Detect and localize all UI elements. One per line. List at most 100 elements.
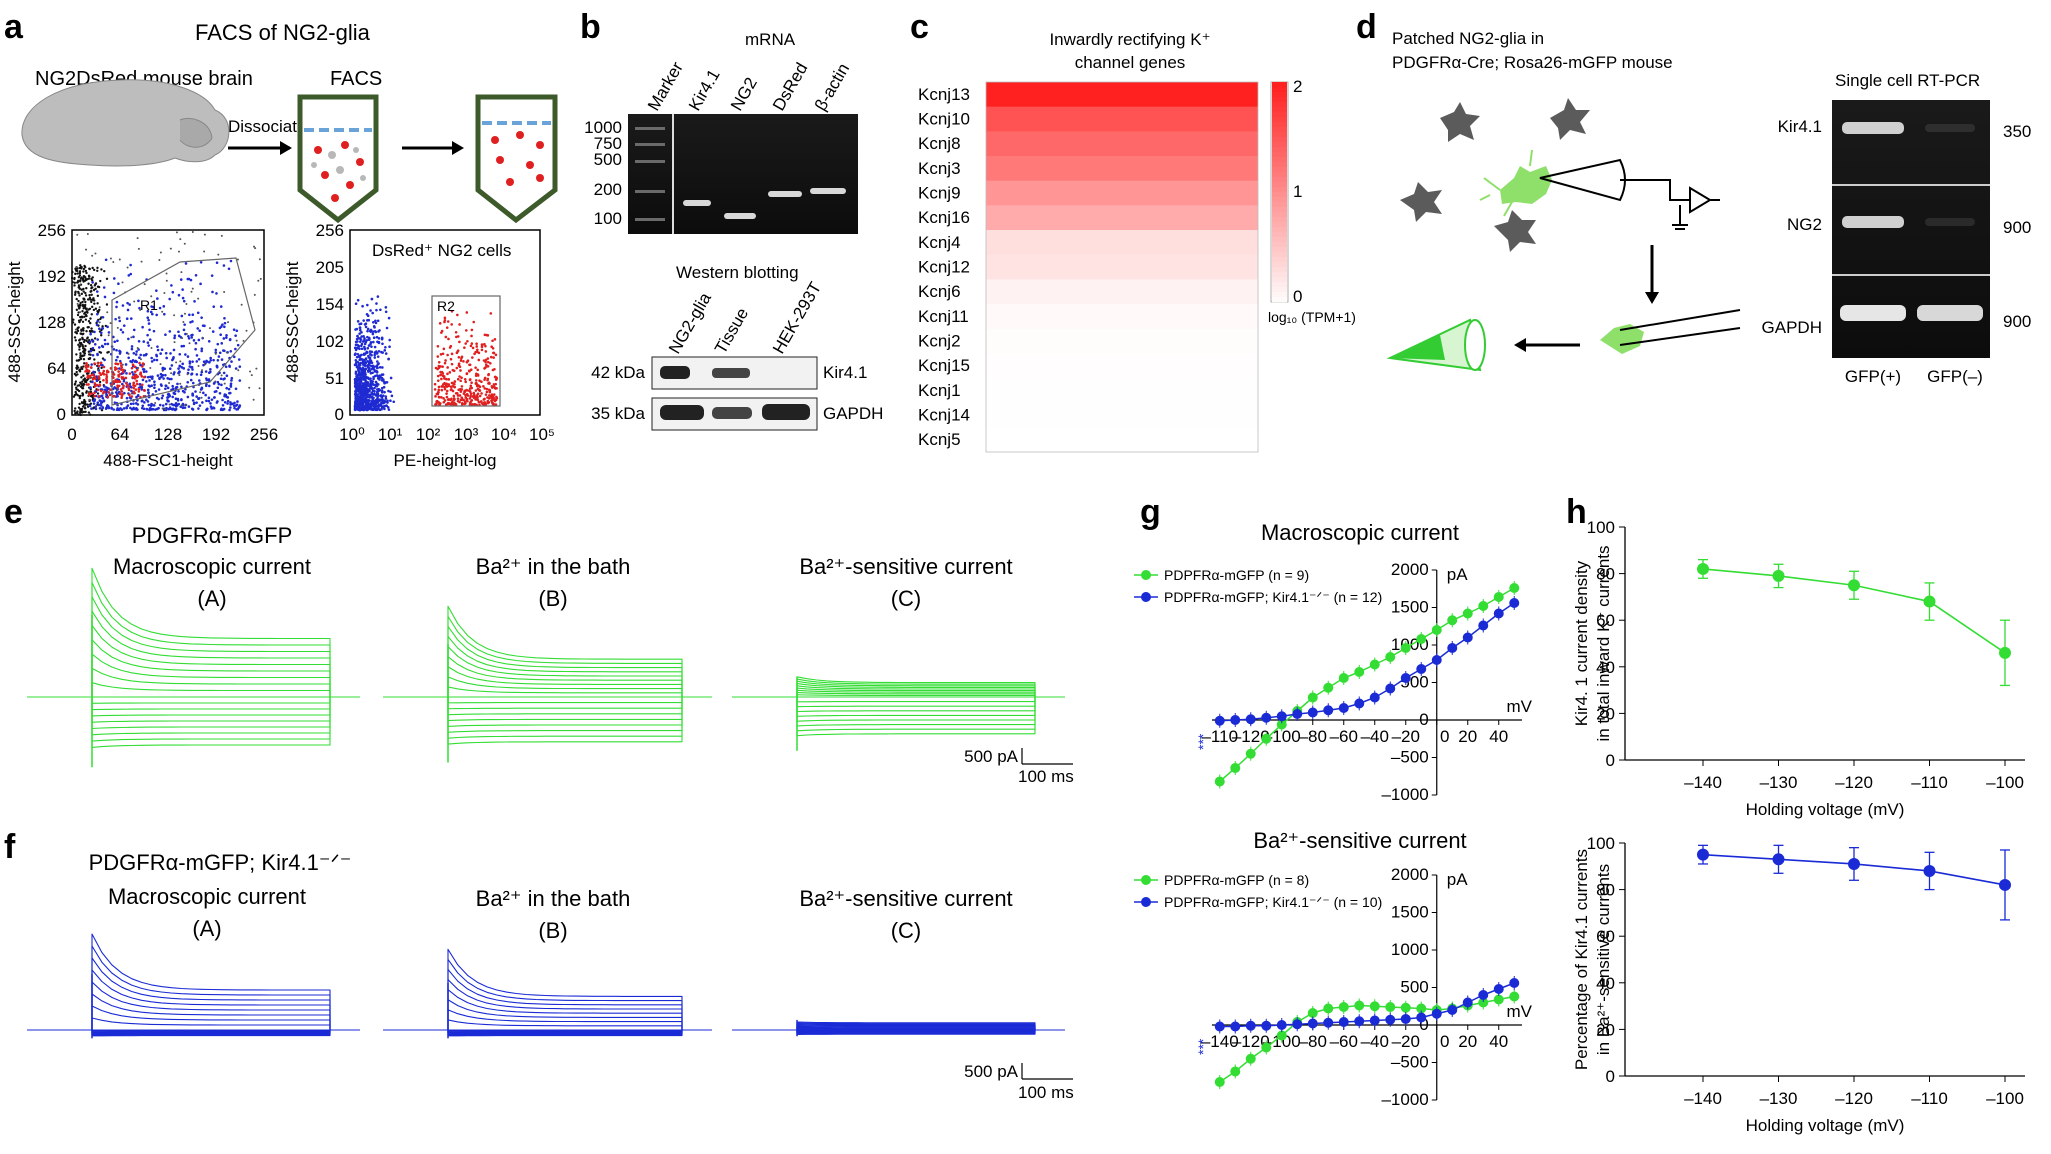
current-trace (27, 696, 360, 742)
current-trace (383, 666, 712, 698)
heatmap-cell-kcnj15 (986, 353, 1258, 379)
iv-point (1509, 583, 1520, 593)
mrna-title: mRNA (745, 30, 796, 49)
current-trace (383, 615, 712, 698)
heatmap-cell-kcnj10 (986, 106, 1258, 132)
heatmap-cell-kcnj4 (986, 230, 1258, 256)
iv-point (1416, 1003, 1427, 1014)
iv-point (1245, 1020, 1256, 1031)
plot1-ylabel: 488-SSC-height (5, 261, 24, 382)
traces-e (27, 567, 1065, 768)
facs-plot-2: R2 DsRed⁺ NG2 cells 256 205 154 102 51 0… (283, 221, 555, 470)
current-trace (383, 1029, 712, 1035)
iv-xtick: 0 (1440, 727, 1449, 746)
current-trace (383, 625, 712, 698)
e-label-b: (B) (538, 586, 567, 611)
iv-unit-x: mV (1507, 1002, 1533, 1021)
iv-point (1338, 1002, 1349, 1012)
iv-point (1400, 1002, 1411, 1013)
patch-title-1: Patched NG2-glia in (1392, 29, 1544, 48)
h-xtick: –130 (1760, 773, 1798, 792)
iv-point (1230, 1066, 1241, 1077)
iv-xtick: 0 (1440, 1032, 1449, 1051)
iv-point (1431, 655, 1442, 665)
panel-f: f PDGFRα-mGFP; Kir4.1⁻ᐟ⁻ Macroscopic cur… (4, 828, 1074, 1102)
iv-xtick: –110 (1201, 727, 1238, 746)
current-trace (732, 1029, 1065, 1035)
h-ytick: 60 (1596, 927, 1615, 946)
current-trace (27, 696, 360, 717)
plot1-ytick-0: 256 (38, 221, 66, 240)
current-trace (383, 696, 712, 727)
panel-c-letter: c (910, 8, 929, 46)
tube-cone (1386, 318, 1486, 372)
rtpcr-gene-ng2: NG2 (1787, 215, 1822, 234)
iv-point (1369, 1015, 1380, 1026)
current-trace (732, 678, 1065, 698)
current-trace (27, 981, 360, 1031)
iv-point (1493, 608, 1504, 619)
rtpcr-gene-gapdh: GAPDH (1762, 318, 1822, 337)
plot2-xtick-4: 10⁴ (491, 425, 517, 444)
iv-xtick: –100 (1263, 727, 1301, 746)
current-trace (732, 696, 1065, 708)
plot2-ylabel: 488-SSC-height (283, 261, 302, 382)
iv-point (1323, 705, 1334, 716)
gene-label-kcnj16: Kcnj16 (918, 208, 970, 227)
pipette (1539, 158, 1626, 202)
h-point (1923, 864, 1936, 877)
rtpcr-gene-kir41: Kir4.1 (1778, 117, 1822, 136)
h-point (1772, 853, 1785, 866)
gate-r2 (431, 295, 501, 407)
ladder-500: 500 (594, 150, 622, 169)
current-trace (732, 696, 1065, 717)
current-trace (732, 676, 1065, 698)
h-point (1848, 579, 1860, 592)
iv-point (1385, 1014, 1396, 1025)
band-dsred (768, 191, 802, 197)
current-trace (383, 1019, 712, 1031)
iv-point (1214, 1077, 1225, 1087)
current-trace (383, 1009, 712, 1031)
current-trace (732, 696, 1065, 737)
h-ytick: 40 (1596, 658, 1615, 677)
kir-density-chart: 100 80 60 40 20 0 –140 –130 –120 –110 –100 Holding … (1572, 518, 2025, 819)
current-trace (383, 696, 712, 745)
heatmap-cell-kcnj5 (986, 427, 1258, 453)
current-trace (732, 1023, 1065, 1031)
ladder-1000: 1000 (584, 118, 622, 137)
scale-tick-0: 0 (1293, 287, 1302, 306)
iv-point (1462, 997, 1473, 1008)
wb-protein-gapdh: GAPDH (823, 404, 883, 423)
e-scale-y: 500 pA (964, 747, 1019, 766)
iv-point (1478, 997, 1489, 1008)
scale-tick-2: 2 (1293, 77, 1302, 96)
current-trace (383, 686, 712, 698)
patched-cell (1479, 149, 1552, 217)
current-trace (732, 680, 1065, 698)
iv-point (1230, 715, 1241, 725)
aspirated-cell (1600, 309, 1741, 354)
h-xtick: –140 (1684, 773, 1722, 792)
iv-point (1431, 625, 1442, 635)
iv-ytick: 1500 (1391, 598, 1429, 617)
heatmap-cell-kcnj8 (986, 131, 1258, 157)
heatmap-cell-kcnj14 (986, 402, 1258, 428)
facs-plot-1: R1 256 192 128 64 0 0 64 128 192 256 488… (5, 221, 278, 470)
current-trace (27, 957, 360, 1031)
iv-xtick: –60 (1330, 727, 1358, 746)
plot1-xtick-1: 64 (111, 425, 130, 444)
current-trace (732, 1029, 1065, 1033)
iv-point (1261, 733, 1272, 744)
panel-e-letter: e (4, 493, 23, 531)
panel-e: e PDGFRα-mGFP Macroscopic current (A) Ba… (4, 493, 1074, 786)
current-trace (732, 1026, 1065, 1031)
panel-a-title: FACS of NG2-glia (195, 20, 371, 45)
current-trace (732, 1029, 1065, 1034)
iv-point (1400, 673, 1411, 683)
h-ytick: 20 (1596, 704, 1615, 723)
current-trace (732, 696, 1065, 722)
ladder-750: 750 (594, 134, 622, 153)
plot2-xtick-1: 10¹ (378, 425, 403, 444)
iv-point (1323, 1017, 1334, 1028)
